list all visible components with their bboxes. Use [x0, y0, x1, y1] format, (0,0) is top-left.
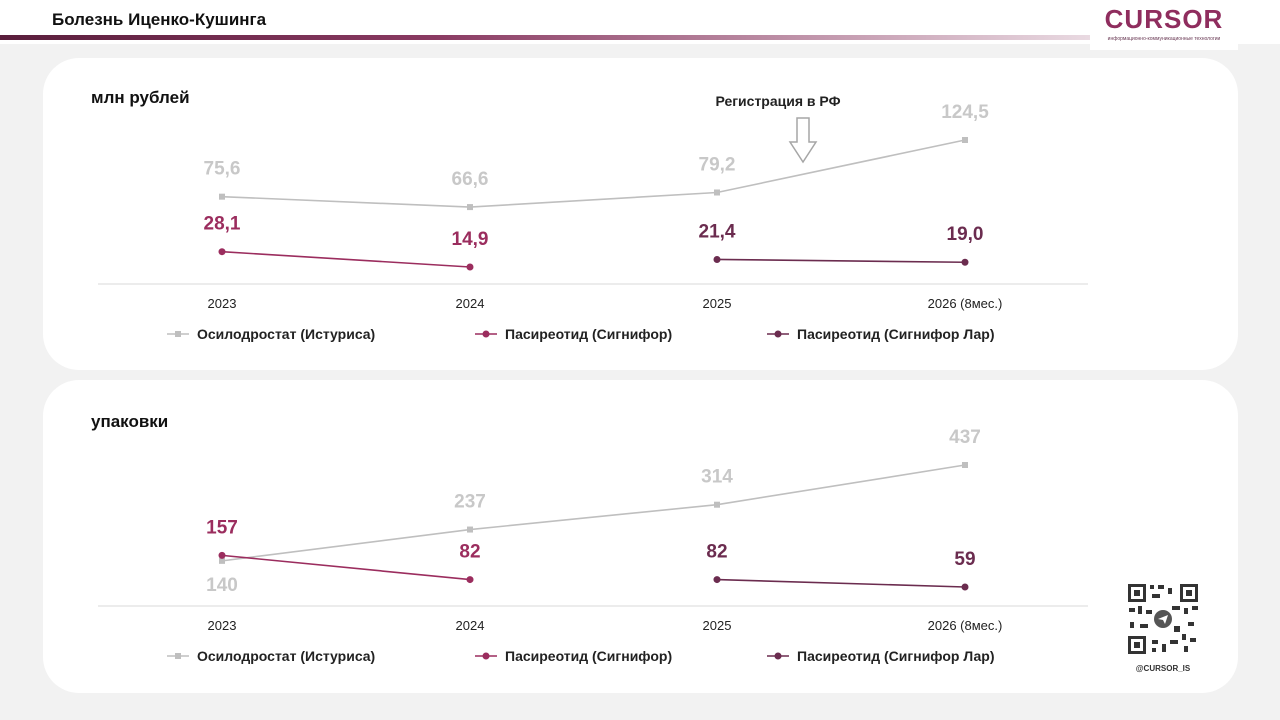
title-underline: [0, 35, 1240, 40]
series-line-osilodrostat: [221, 464, 966, 562]
data-point-osilodrostat: [962, 462, 968, 468]
data-point-signifor: [466, 263, 474, 271]
registration-annotation: Регистрация в РФ: [715, 93, 840, 109]
data-point-osilodrostat: [219, 557, 225, 564]
unit-label-money: млн рублей: [91, 88, 190, 107]
cursor-logo: CURSOR информационно-коммуникационные те…: [1090, 4, 1238, 50]
data-label-signifor: 82: [459, 542, 480, 563]
data-point-signifor: [218, 551, 226, 559]
legend-label-signifor-lar: Пасиреотид (Сигнифор Лар): [797, 326, 995, 342]
x-tick-label: 2025: [703, 618, 732, 633]
series-line-osilodrostat: [221, 139, 966, 208]
legend-marker-osilodrostat: [175, 653, 181, 659]
legend-marker-osilodrostat: [175, 331, 181, 337]
data-label-osilodrostat: 437: [949, 427, 981, 448]
data-point-osilodrostat: [219, 193, 225, 200]
x-tick-label: 2024: [456, 296, 485, 311]
legend-label-osilodrostat: Осилодростат (Истуриса): [197, 326, 375, 342]
data-point-signifor: [218, 248, 226, 256]
series-line-signifor-lar: [716, 258, 966, 264]
data-point-osilodrostat: [962, 137, 968, 143]
series-line-signifor: [221, 554, 471, 581]
data-label-osilodrostat: 124,5: [941, 102, 989, 123]
data-label-signifor-lar: 21,4: [699, 221, 736, 242]
telegram-handle: @CURSOR_IS: [1135, 664, 1191, 673]
chart-card-money: млн рублей 2023 2024 2025 2026 (8мес.) 75,6 6…: [43, 58, 1238, 370]
legend-marker-signifor-lar: [774, 330, 782, 338]
logo-text: CURSOR: [1104, 4, 1224, 34]
data-point-signifor-lar: [713, 576, 721, 584]
unit-label-packs: упаковки: [91, 412, 169, 431]
x-tick-label: 2023: [208, 296, 237, 311]
data-point-signifor-lar: [713, 255, 721, 263]
x-tick-label: 2023: [208, 618, 237, 633]
data-label-signifor-lar: 19,0: [947, 224, 984, 245]
data-label-signifor-lar: 82: [706, 542, 727, 563]
data-label-osilodrostat: 314: [701, 467, 733, 488]
data-label-osilodrostat: 75,6: [204, 159, 241, 180]
qr-code[interactable]: [1126, 582, 1200, 656]
x-tick-label: 2024: [456, 618, 485, 633]
data-point-signifor-lar: [961, 258, 969, 266]
page-title: Болезнь Иценко-Кушинга: [52, 10, 267, 29]
data-point-osilodrostat: [467, 526, 473, 533]
data-label-signifor: 157: [206, 517, 238, 538]
data-point-signifor-lar: [961, 583, 969, 591]
data-point-osilodrostat: [714, 501, 720, 508]
chart-packs: 2023 2024 2025 2026 (8мес.) 140 237 314 437 157 8…: [98, 427, 1088, 664]
x-tick-label: 2026 (8мес.): [928, 296, 1003, 311]
chart-card-packs: упаковки 2023 2024 2025 2026 (8мес.) 140 237 3…: [43, 380, 1238, 693]
x-tick-label: 2026 (8мес.): [928, 618, 1003, 633]
legend-label-signifor: Пасиреотид (Сигнифор): [505, 648, 672, 664]
data-point-signifor: [466, 576, 474, 584]
data-label-signifor: 28,1: [204, 214, 241, 235]
chart-money: 2023 2024 2025 2026 (8мес.) 75,6 66,6 79,2 124,…: [98, 93, 1088, 342]
legend-marker-signifor: [482, 652, 490, 660]
data-label-osilodrostat: 237: [454, 492, 486, 513]
logo-subtitle: информационно-коммуникационные технологи…: [1107, 36, 1221, 42]
data-label-osilodrostat: 140: [206, 575, 238, 596]
series-line-signifor-lar: [716, 578, 966, 588]
qr-code-image: [1126, 582, 1200, 656]
legend-label-signifor-lar: Пасиреотид (Сигнифор Лар): [797, 648, 995, 664]
x-tick-label: 2025: [703, 296, 732, 311]
data-label-osilodrostat: 66,6: [452, 169, 489, 190]
data-label-signifor-lar: 59: [954, 549, 975, 570]
data-point-osilodrostat: [714, 189, 720, 196]
down-arrow-icon: [788, 117, 818, 164]
data-point-osilodrostat: [467, 204, 473, 211]
data-label-signifor: 14,9: [452, 229, 489, 250]
series-line-signifor: [221, 250, 471, 268]
top-bar: Болезнь Иценко-Кушинга CURSOR информацио…: [0, 0, 1280, 50]
legend-marker-signifor-lar: [774, 652, 782, 660]
legend-label-osilodrostat: Осилодростат (Истуриса): [197, 648, 375, 664]
legend-marker-signifor: [482, 330, 490, 338]
legend-label-signifor: Пасиреотид (Сигнифор): [505, 326, 672, 342]
data-label-osilodrostat: 79,2: [699, 154, 736, 175]
